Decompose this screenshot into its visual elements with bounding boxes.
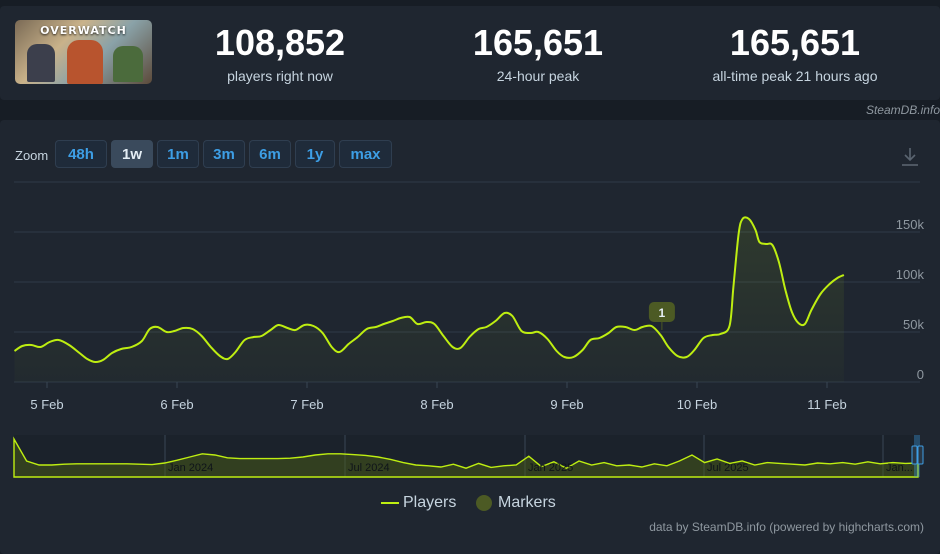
navigator-tick-label: Jan...: [886, 462, 913, 474]
zoom-button-6m[interactable]: 6m: [249, 140, 291, 168]
hero-figure-center: [67, 40, 103, 84]
zoom-button-48h[interactable]: 48h: [55, 140, 107, 168]
navigator-tick-label: Jul 2025: [707, 462, 749, 474]
stat-label: players right now: [227, 68, 333, 84]
marker-badge[interactable]: [648, 302, 675, 322]
navigator-series: [13, 436, 919, 478]
players-series-area: [14, 217, 844, 382]
legend-item-markers[interactable]: Markers: [475, 494, 556, 512]
stat-current-players: 108,852 players right now: [200, 22, 360, 85]
zoom-label: Zoom: [15, 148, 49, 163]
stat-value: 108,852: [214, 22, 346, 63]
x-tick-label: 9 Feb: [550, 397, 583, 412]
hero-figure-left: [27, 44, 55, 82]
stat-label: all-time peak 21 hours ago: [712, 68, 878, 84]
y-tick-label: 100k: [896, 267, 925, 282]
players-legend-line-icon: [381, 502, 399, 504]
x-tick-label: 7 Feb: [290, 397, 323, 412]
x-tick-label: 6 Feb: [160, 397, 193, 412]
navigator-tick-label: Jan 2024: [168, 462, 213, 474]
legend-item-players[interactable]: Players: [380, 494, 456, 512]
navigator-handle-left[interactable]: [911, 445, 918, 465]
zoom-button-1w[interactable]: 1w: [111, 140, 153, 168]
y-axis-tick-labels: 0 50k 100k 150k: [896, 217, 925, 382]
chart-legend: Players Markers: [0, 494, 940, 516]
markers-series[interactable]: 1: [648, 302, 675, 330]
zoom-button-1y[interactable]: 1y: [295, 140, 335, 168]
stats-header: OVERWATCH 108,852 players right now 165,…: [0, 6, 940, 100]
x-axis-tick-labels: 5 Feb 6 Feb 7 Feb 8 Feb 9 Feb 10 Feb 11 Feb: [30, 382, 847, 412]
y-tick-label: 150k: [896, 217, 925, 232]
stat-24h-peak: 165,651 24-hour peak: [458, 22, 618, 85]
stat-label: 24-hour peak: [496, 68, 580, 84]
stat-value: 165,651: [472, 22, 604, 63]
download-icon[interactable]: [900, 146, 920, 168]
footer-attribution[interactable]: data by SteamDB.info (powered by highcha…: [649, 520, 924, 534]
legend-label: Markers: [498, 494, 556, 511]
x-tick-label: 10 Feb: [677, 397, 717, 412]
navigator-chart[interactable]: Jan 2024 Jul 2024 Jan 2025 Jul 2025 Jan...: [0, 432, 940, 480]
x-tick-label: 11 Feb: [807, 397, 847, 412]
y-tick-label: 50k: [903, 317, 924, 332]
markers-legend-dot-icon: [476, 495, 492, 511]
players-series-line[interactable]: [13, 216, 845, 364]
legend-label: Players: [403, 494, 457, 511]
y-tick-label: 0: [917, 367, 924, 382]
navigator-tick-label: Jan 2025: [528, 462, 573, 474]
x-tick-label: 8 Feb: [420, 397, 453, 412]
stat-value: 165,651: [729, 22, 861, 63]
navigator-handle-right[interactable]: [917, 445, 924, 465]
navigator-tick-label: Jul 2024: [348, 462, 390, 474]
zoom-button-3m[interactable]: 3m: [203, 140, 245, 168]
stat-all-time-peak: 165,651 all-time peak 21 hours ago: [690, 22, 900, 85]
hero-figure-right: [113, 46, 143, 82]
marker-label: 1: [659, 306, 666, 320]
game-banner-image[interactable]: OVERWATCH: [15, 20, 152, 84]
zoom-button-max[interactable]: max: [339, 140, 392, 168]
game-logo-text: OVERWATCH: [40, 24, 127, 37]
navigator-grid-lines: [164, 435, 884, 477]
x-tick-label: 5 Feb: [30, 397, 63, 412]
navigator-tick-labels: Jan 2024 Jul 2024 Jan 2025 Jul 2025 Jan...: [168, 462, 913, 474]
zoom-button-1m[interactable]: 1m: [157, 140, 199, 168]
source-attribution[interactable]: SteamDB.info: [865, 103, 940, 117]
